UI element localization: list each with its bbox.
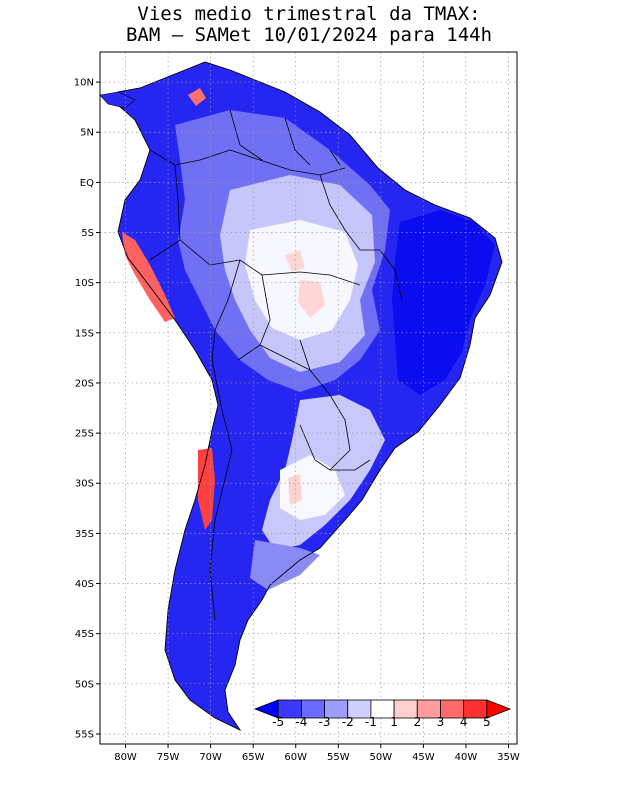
warm-zone-andes-central [198,448,215,530]
strong-cool-zone-northeast [392,210,495,395]
colorbar-swatch [486,699,512,719]
map-field [100,52,517,744]
warm-patch-south [288,474,302,505]
lon-tick-label: 75W [157,752,180,763]
lon-tick-label: 35W [497,752,520,763]
lat-tick-label: 45S [75,629,94,640]
lat-tick-label: EQ [80,178,94,189]
country-borders [149,109,403,621]
map-title-line2: BAM – SAMet 10/01/2024 para 144h [125,24,493,46]
lat-tick-label: 25S [75,429,94,440]
colorbar-label: -5 [272,715,284,729]
lat-tick-label: 10N [74,78,94,89]
colorbar-label: 3 [437,715,445,729]
colorbar-label: -1 [365,715,377,729]
lon-tick-label: 60W [284,752,307,763]
cool-zone-patagonia [250,540,320,590]
colorbar-label: -4 [295,715,307,729]
colorbar-label: 4 [460,715,468,729]
lat-tick-label: 50S [75,679,94,690]
lat-tick-label: 30S [75,479,94,490]
lat-tick-label: 20S [75,378,94,389]
graticule [100,52,517,744]
colorbar: -5 -4 -3 -2 -1 1 2 3 4 5 [253,699,512,729]
lon-tick-label: 70W [199,752,222,763]
central-america-landmass [100,91,136,109]
colorbar-label: 1 [390,715,398,729]
colorbar-label: -3 [319,715,331,729]
warm-patch-north [285,250,305,272]
lon-tick-label: 45W [412,752,435,763]
lat-tick-label: 55S [75,729,94,740]
neutral-zone-pampas [280,455,345,520]
warm-spot-venezuela [188,88,206,106]
lon-tick-label: 80W [114,752,137,763]
lat-tick-label: 10S [75,278,94,289]
lon-tick-label: 40W [455,752,478,763]
map-title-line1: Vies medio trimestral da TMAX: [137,3,481,25]
lat-tick-label: 15S [75,328,94,339]
map-frame [99,51,518,745]
coastline [117,61,503,732]
longitude-axis: 80W 75W 70W 65W 60W 55W 50W 45W 40W 35W [114,744,520,763]
lat-tick-label: 5N [80,128,94,139]
colorbar-label: 2 [413,715,421,729]
lon-tick-label: 50W [370,752,393,763]
warm-patch-central [298,280,325,318]
lat-tick-label: 35S [75,529,94,540]
lat-tick-label: 40S [75,579,94,590]
lat-tick-label: 5S [81,228,94,239]
neutral-zone-central [245,220,358,340]
colorbar-label: -2 [342,715,354,729]
warm-zone-andes-north [122,232,175,322]
lon-tick-label: 65W [242,752,265,763]
lon-tick-label: 55W [327,752,350,763]
colorbar-label: 5 [483,715,491,729]
latitude-axis: 10N 5N EQ 5S 10S 15S 20S 25S 30S 35S 40S 45S 50S 55S [74,78,100,740]
